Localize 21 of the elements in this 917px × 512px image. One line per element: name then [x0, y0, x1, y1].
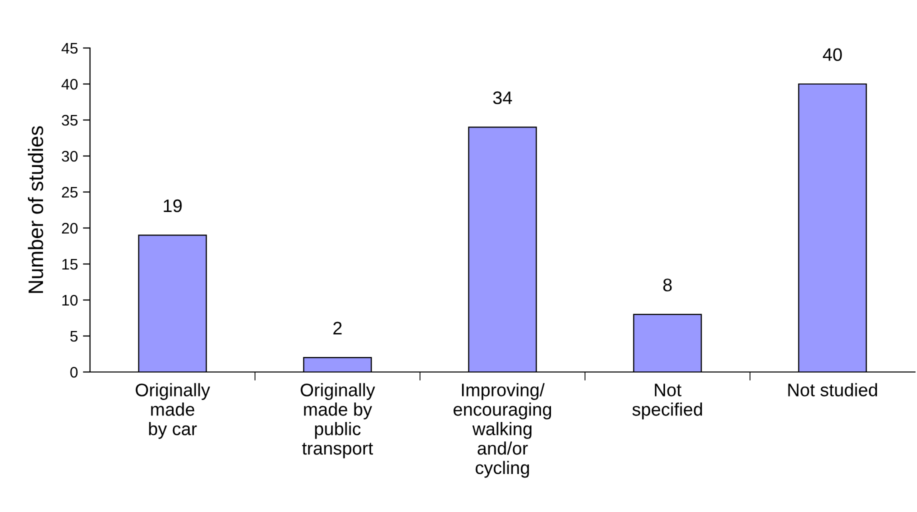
y-tick-label: 10	[62, 294, 78, 306]
x-tick-label: Improving/ encouraging walking and/or cycling	[454, 383, 552, 478]
y-tick-label: 0	[70, 366, 78, 378]
y-tick-label: 35	[62, 114, 78, 126]
data-label: 8	[663, 278, 672, 292]
x-tick-label: Not studied	[788, 383, 878, 396]
x-tick-label: Originally made by public transport	[300, 383, 376, 458]
x-tick-label: Originally made by car	[136, 383, 210, 439]
y-tick-label: 45	[62, 43, 78, 54]
y-axis-title: Number of studies	[28, 126, 44, 293]
y-tick-label: 30	[62, 150, 78, 162]
y-tick-label: 40	[62, 78, 78, 90]
y-tick-label: 15	[62, 259, 78, 270]
data-label: 2	[333, 322, 342, 334]
y-tick-label: 5	[70, 331, 78, 342]
data-label: 34	[493, 91, 512, 104]
x-tick-label: Not specified	[632, 384, 702, 420]
y-tick-label: 25	[62, 186, 78, 198]
data-label: 19	[164, 199, 182, 212]
data-label: 40	[822, 48, 842, 61]
y-tick-label: 20	[62, 222, 78, 234]
